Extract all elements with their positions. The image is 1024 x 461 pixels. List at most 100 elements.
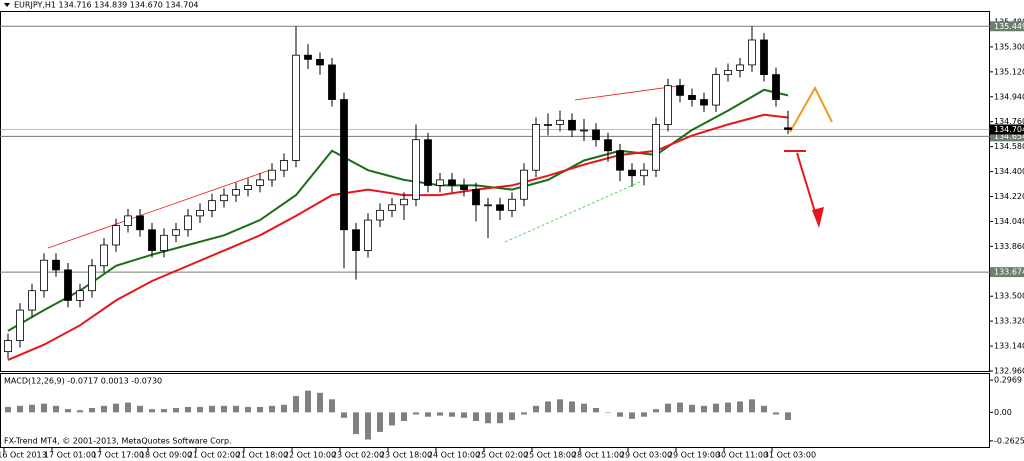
candle-body [352,229,360,251]
candle-body [28,290,36,311]
macd-bar [305,390,311,413]
level-label-box [990,267,1024,278]
candle-body [268,169,276,181]
candle-body [688,94,696,100]
macd-bar [557,399,563,413]
macd-bar [581,403,587,413]
macd-bar [461,412,467,418]
x-tick-label: 23 Oct 18:00 [380,451,432,460]
candle-body [676,85,684,96]
candle-body [340,99,348,231]
candle-body [424,139,432,186]
macd-bar [677,402,683,413]
y-tick-label: 135.120 [994,67,1024,76]
candle-body [88,265,96,292]
x-tick-label: 29 Oct 03:00 [620,451,672,460]
x-tick-label: 22 Oct 10:00 [284,451,336,460]
candle-body [592,129,600,141]
macd-bar [617,412,623,417]
macd-bar [545,401,551,413]
footer: FX-Trend MT4, © 2001-2013, MetaQuotes So… [4,437,232,446]
y-tick-label: 134.040 [994,217,1024,226]
macd-bar [413,412,419,415]
candle-body [244,185,252,190]
macd-bar [509,412,515,420]
macd-tick-label: 0.2969 [994,376,1022,385]
candle-body [724,70,732,76]
x-tick-label: 21 Oct 18:00 [236,451,288,460]
macd-bar [329,399,335,413]
macd-bar [569,401,575,413]
macd-bar [377,412,383,432]
macd-bar [125,402,131,413]
candle-body [172,229,180,236]
candle-body [148,229,156,251]
candle-body [604,139,612,152]
y-tick-label: 132.960 [994,367,1024,376]
candle-body [484,204,492,207]
macd-bar [629,412,635,419]
candle-body [652,124,660,171]
macd-bar [233,405,239,413]
macd-bar [101,405,107,413]
candle-body [388,204,396,211]
candle-body [316,58,324,66]
candle-body [616,150,624,171]
macd-bar [257,406,263,413]
arrow-head [812,207,824,228]
macd-bar [785,412,791,420]
level-label: 133.674 [994,268,1024,277]
candle-body [700,99,708,106]
arrow [789,85,833,133]
menu-triangle [4,3,10,7]
candle-body [184,215,192,231]
candle-body [784,127,792,130]
macd-bar [689,404,695,413]
candle-body [328,64,336,100]
macd-bar [245,406,251,413]
candle-body [412,139,420,200]
x-tick-label: 29 Oct 19:00 [668,451,720,460]
macd-bar [137,405,143,413]
macd-tick-label: -0.2625 [994,436,1024,445]
macd-bar [173,408,179,413]
candle-body [16,309,24,341]
candle-body [664,85,672,125]
macd-bar [53,405,59,413]
y-tick-label: 134.760 [994,117,1024,126]
x-tick-label: 25 Oct 02:00 [476,451,528,460]
macd-bar [161,409,167,413]
x-tick-label: 25 Oct 18:00 [524,451,576,460]
candle-body [220,194,228,202]
macd-tick-label: 0.00 [994,408,1012,417]
candle-body [400,198,408,206]
y-tick-label: 135.300 [994,42,1024,51]
macd-bar [29,404,35,413]
level-label: 134.654 [994,132,1024,141]
macd-bar [353,412,359,435]
candle-body [76,290,84,301]
candle-body [52,259,60,271]
candle-body [4,340,12,353]
macd-bar [17,405,23,413]
candle-body [136,215,144,231]
macd-bar [725,402,731,413]
macd-bar [485,412,491,424]
candle-body [160,234,168,251]
chart-title: EURJPY,H1 134.716 134.839 134.670 134.70… [14,1,199,10]
macd-bar [521,412,527,415]
candle-body [436,179,444,186]
macd-bar [293,396,299,413]
y-tick-label: 134.940 [994,92,1024,101]
y-tick-label: 133.320 [994,317,1024,326]
macd-bar [605,412,611,413]
y-tick-label: 133.860 [994,242,1024,251]
candle-body [196,209,204,217]
candle-body [580,129,588,132]
macd-bar [533,405,539,413]
candle-body [736,64,744,71]
candle-body [40,259,48,292]
candle-body [364,219,372,251]
macd-bar [209,405,215,413]
